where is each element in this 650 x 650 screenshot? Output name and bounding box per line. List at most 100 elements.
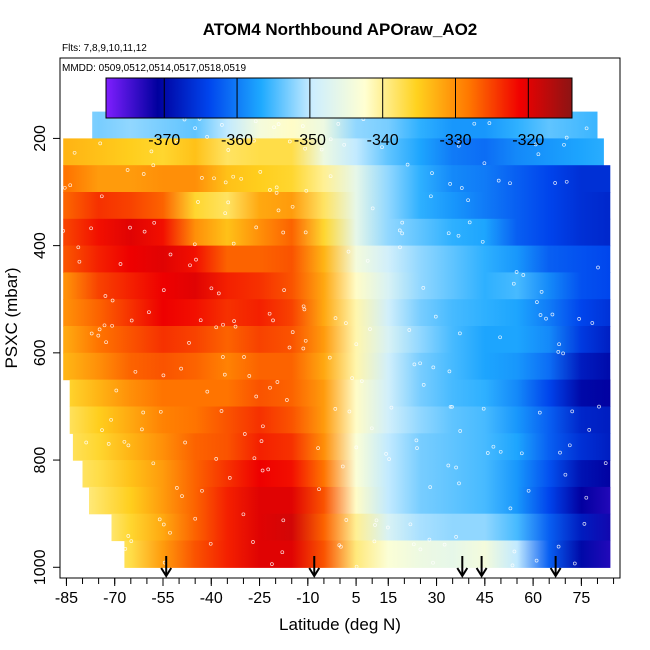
sample-point [397,228,402,233]
sample-point [231,174,236,179]
sample-point [268,188,272,192]
sample-point [508,181,512,186]
sample-point [196,200,200,204]
sample-point [233,324,238,329]
y-tick-label: 800 [32,447,49,474]
sample-point [508,506,513,511]
sample-point [448,182,452,186]
sample-point [89,331,94,336]
sample-point [302,307,307,312]
sample-point [110,298,115,303]
sample-point [223,211,228,216]
sample-point [118,262,123,266]
sample-point [550,312,555,317]
sample-point [511,281,516,286]
sample-point [89,226,93,231]
sample-point [99,194,104,199]
sample-point [572,561,577,566]
sample-point [266,467,271,472]
sample-point [448,404,453,409]
sample-point [205,389,210,394]
sample-point [467,220,472,225]
sample-point [482,161,487,166]
sample-point [247,374,252,378]
sample-point [147,310,151,315]
sample-point [122,439,127,444]
y-tick-label: 1000 [32,549,49,585]
sample-point [400,220,405,225]
sample-point [533,142,538,147]
heat-band [124,540,611,568]
sample-point [354,445,359,450]
sample-point [428,485,433,489]
sample-point [454,465,458,470]
x-tick-label: -25 [248,590,271,607]
heat-band [63,352,611,381]
sample-point [125,168,130,172]
sample-point [221,322,225,327]
sample-point [342,142,347,147]
sample-point [526,488,531,493]
sample-point [252,138,256,143]
sample-point [183,440,187,445]
sample-point [384,452,388,456]
sample-point [415,446,419,450]
sample-point [175,486,179,490]
heat-band [63,138,604,166]
sample-point [221,355,225,359]
sample-point [344,518,349,522]
sample-point [98,141,103,146]
sample-point [553,181,557,185]
sample-point [498,335,502,340]
heatmap-cells [63,111,611,568]
sample-point [359,379,364,383]
heat-band [63,165,611,193]
sample-point [180,494,184,498]
sample-point [222,372,227,377]
sample-point [456,143,461,148]
sample-point [61,229,66,233]
x-tick-label: -40 [200,590,223,607]
sample-point [584,126,589,131]
sample-point [285,398,289,402]
sample-point [458,331,462,336]
sample-point [487,121,492,125]
sample-point [301,346,306,351]
sample-point [129,318,134,323]
x-tick-label: 30 [428,590,446,607]
x-tick-label: -70 [103,590,126,607]
sample-point [303,338,308,343]
sample-point [400,231,404,236]
sample-point [187,341,191,345]
sample-point [281,518,286,523]
sample-point [354,342,359,347]
heat-band [63,326,611,354]
sample-point [408,522,413,527]
sample-point [242,355,246,359]
sample-point [161,373,166,378]
sample-point [350,376,354,380]
sample-point [261,424,265,429]
sample-point [287,139,292,144]
sample-point [567,443,572,448]
sample-point [271,318,275,323]
sample-point [498,449,503,454]
sample-point [157,517,162,522]
x-tick-label: 15 [379,590,397,607]
sample-point [232,319,236,323]
sample-point [270,562,274,566]
sample-point [485,451,490,455]
sample-point [319,147,324,152]
x-tick-label: 60 [524,590,542,607]
sample-point [280,550,285,555]
heat-band [111,513,611,542]
arrow-head [549,567,562,578]
sample-point [300,124,305,128]
sample-point [205,135,209,139]
sample-point [168,252,173,257]
x-axis-label: Latitude (deg N) [279,615,401,634]
sample-point [114,388,119,393]
sample-point [168,530,172,535]
sample-point [62,185,67,190]
